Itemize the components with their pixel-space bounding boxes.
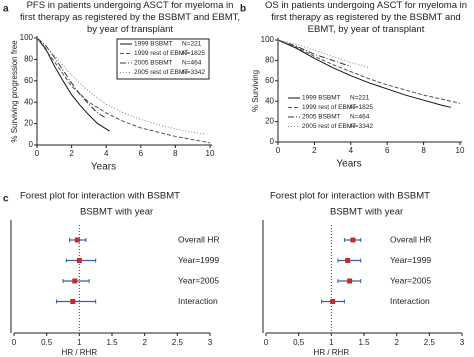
x-axis-label: HR / RHR — [314, 348, 350, 357]
chart-title: PFS in patients undergoing ASCT for myel… — [20, 0, 241, 35]
legend-n: N=1825 — [182, 50, 205, 57]
survival-curve — [36, 37, 107, 119]
estimate — [347, 278, 353, 284]
x-tick-label: 8 — [421, 146, 426, 155]
survival-curve — [277, 39, 351, 67]
panel-label: a — [3, 4, 9, 15]
chart-title: Forest plot for interaction with BSBMT — [20, 191, 180, 202]
x-tick-label: 6 — [385, 146, 390, 155]
x-tick-label: 6 — [139, 149, 144, 158]
estimate — [330, 299, 336, 304]
x-tick-label: 10 — [456, 146, 465, 155]
chart-title: Forest plot for interaction with BSBMT — [270, 191, 430, 202]
survival-curve — [277, 39, 461, 104]
x-tick-label: 4 — [104, 149, 109, 158]
legend-label: 1999 BSBMT — [302, 95, 341, 102]
y-tick-label: 60 — [24, 76, 33, 85]
x-tick-label: 2.5 — [424, 338, 436, 347]
chart-subtitle: BSBMT with year — [330, 207, 403, 218]
legend-label: 1999 rest of EBMT — [302, 104, 356, 111]
legend-n: N=464 — [182, 60, 202, 67]
x-tick-label: 0.5 — [293, 338, 305, 347]
estimate — [70, 299, 76, 304]
x-tick-label: 0 — [264, 338, 269, 347]
x-axis-label: Years — [91, 162, 116, 173]
y-tick-label: 40 — [24, 97, 33, 106]
x-tick-label: 1.5 — [106, 338, 118, 347]
x-tick-label: 0 — [12, 338, 17, 347]
x-tick-label: 2.5 — [172, 338, 184, 347]
x-tick-label: 3 — [460, 338, 465, 347]
estimate — [345, 258, 351, 263]
x-tick-label: 8 — [173, 149, 178, 158]
estimate — [350, 237, 356, 243]
legend-label: 2005 BSBMT — [134, 60, 173, 67]
x-axis-label: HR / RHR — [62, 348, 98, 357]
legend-label: 1999 BSBMT — [134, 41, 173, 48]
legend-label: 2005 rest of EBMT — [134, 69, 188, 76]
estimate — [74, 237, 80, 243]
legend-n: N=3342 — [182, 69, 205, 76]
estimate — [76, 258, 82, 263]
legend-n: N=464 — [350, 114, 370, 121]
y-axis-label: % Surviving — [251, 70, 260, 112]
row-label: Year=1999 — [390, 255, 431, 265]
panel-label: c — [3, 194, 9, 205]
row-label: Overall HR — [390, 234, 432, 244]
x-tick-label: 1 — [77, 338, 82, 347]
y-axis-label: % Surviving progression free — [10, 40, 19, 143]
y-tick-label: 0 — [270, 137, 275, 146]
y-tick-label: 20 — [24, 119, 33, 128]
x-tick-label: 2 — [69, 149, 74, 158]
legend-box — [116, 38, 210, 80]
x-tick-label: 3 — [208, 338, 213, 347]
x-tick-label: 0 — [35, 149, 40, 158]
y-tick-label: 20 — [265, 117, 274, 126]
survival-curve — [36, 37, 207, 135]
row-label: Interaction — [178, 296, 218, 306]
legend-label: 1999 rest of EBMT — [134, 50, 188, 57]
x-tick-label: 0.5 — [41, 338, 53, 347]
legend-label: 2005 BSBMT — [302, 114, 341, 121]
y-tick-label: 0 — [29, 140, 34, 149]
survival-curve — [277, 39, 370, 69]
legend-box — [285, 93, 377, 133]
survival-curve — [277, 39, 452, 108]
x-tick-label: 10 — [206, 149, 215, 158]
x-tick-label: 2 — [312, 146, 317, 155]
panel-label: b — [240, 4, 246, 15]
row-label: Overall HR — [178, 234, 220, 244]
legend-n: N=3342 — [350, 123, 373, 130]
y-tick-label: 100 — [20, 33, 34, 42]
x-tick-label: 1.5 — [358, 338, 370, 347]
survival-curve — [36, 37, 110, 132]
legend-n: N=221 — [350, 95, 370, 102]
row-label: Interaction — [390, 296, 430, 306]
estimate — [72, 278, 78, 284]
x-tick-label: 4 — [349, 146, 354, 155]
legend-n: N=221 — [182, 41, 202, 48]
y-tick-label: 80 — [24, 55, 33, 64]
legend-label: 2005 rest of EBMT — [302, 123, 356, 130]
y-tick-label: 60 — [265, 76, 274, 85]
x-tick-label: 0 — [276, 146, 281, 155]
legend-n: N=1825 — [350, 104, 373, 111]
row-label: Year=2005 — [178, 275, 219, 285]
y-tick-label: 80 — [265, 56, 274, 65]
y-tick-label: 100 — [261, 35, 275, 44]
x-tick-label: 2 — [142, 338, 147, 347]
y-tick-label: 40 — [265, 96, 274, 105]
x-tick-label: 1 — [329, 338, 334, 347]
row-label: Year=2005 — [390, 275, 431, 285]
x-axis-label: Years — [336, 159, 361, 170]
x-tick-label: 2 — [394, 338, 399, 347]
row-label: Year=1999 — [178, 255, 219, 265]
chart-title: OS in patients undergoing ASCT for myelo… — [264, 0, 468, 35]
survival-curve — [36, 37, 211, 144]
chart-subtitle: BSBMT with year — [80, 207, 153, 218]
